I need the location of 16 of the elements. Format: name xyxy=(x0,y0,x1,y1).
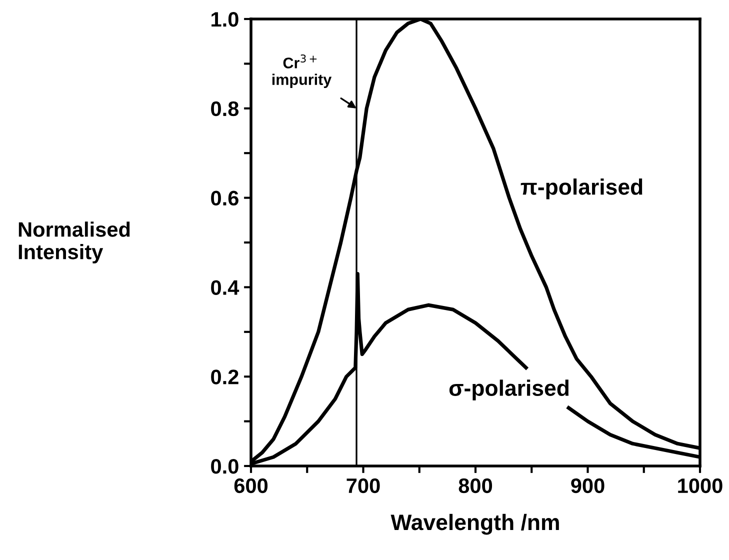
x-tick-label: 900 xyxy=(571,478,604,494)
y-tick-label: 0.8 xyxy=(211,101,239,116)
x-axis-title: Wavelength /nm xyxy=(390,514,559,535)
annotation: Cr$^{3+}$ impurity xyxy=(272,54,332,88)
x-tick-label: 800 xyxy=(458,478,492,494)
y-tick-label: 0.6 xyxy=(211,190,238,206)
y-tick-label: 0.0 xyxy=(211,459,238,474)
y-tick-label: 0.2 xyxy=(211,370,238,384)
y-axis-title: Normalised Intensity xyxy=(18,222,130,264)
x-tick-label: 700 xyxy=(346,478,380,494)
x-tick-label: 600 xyxy=(234,478,268,494)
y-tick-label: 1.0 xyxy=(212,12,238,27)
series-label: π-polarised xyxy=(520,178,642,200)
series-label: σ-polarised xyxy=(449,380,568,400)
y-tick-label: 0.4 xyxy=(211,280,240,295)
x-tick-label: 1000 xyxy=(678,478,722,494)
